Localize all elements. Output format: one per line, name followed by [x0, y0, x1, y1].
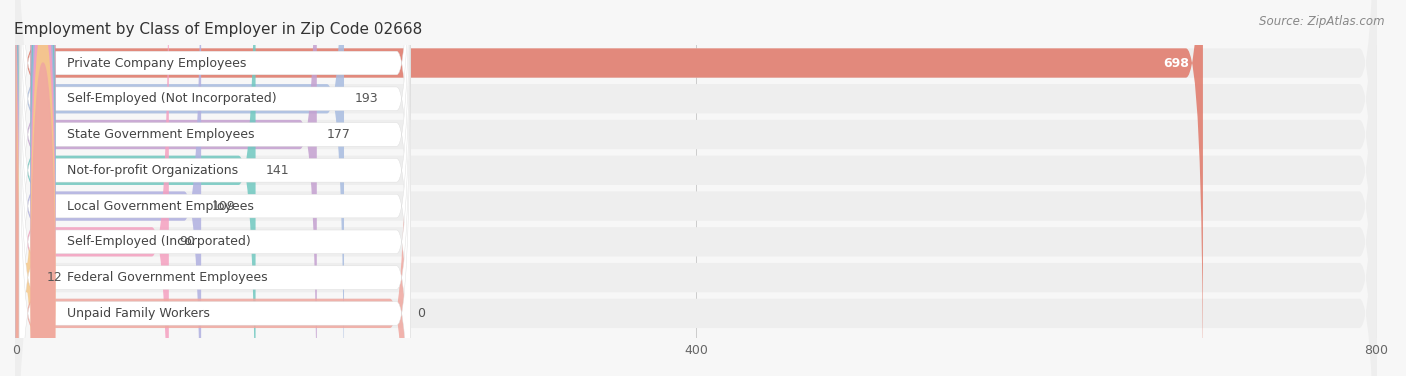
Text: 109: 109	[211, 200, 235, 212]
FancyBboxPatch shape	[15, 0, 1376, 376]
Text: Local Government Employees: Local Government Employees	[67, 200, 253, 212]
FancyBboxPatch shape	[20, 0, 411, 376]
Text: 12: 12	[46, 271, 62, 284]
Text: Self-Employed (Not Incorporated): Self-Employed (Not Incorporated)	[67, 92, 277, 105]
FancyBboxPatch shape	[20, 0, 411, 376]
FancyBboxPatch shape	[15, 0, 1376, 376]
Text: 90: 90	[179, 235, 195, 248]
FancyBboxPatch shape	[20, 0, 411, 337]
Text: 698: 698	[1163, 56, 1189, 70]
FancyBboxPatch shape	[20, 0, 411, 376]
FancyBboxPatch shape	[15, 0, 316, 376]
Text: Not-for-profit Organizations: Not-for-profit Organizations	[67, 164, 238, 177]
FancyBboxPatch shape	[20, 0, 411, 373]
FancyBboxPatch shape	[15, 0, 256, 376]
Circle shape	[31, 63, 55, 376]
FancyBboxPatch shape	[15, 0, 37, 376]
FancyBboxPatch shape	[15, 0, 1204, 376]
FancyBboxPatch shape	[15, 0, 1376, 376]
Text: 193: 193	[354, 92, 378, 105]
Text: State Government Employees: State Government Employees	[67, 128, 254, 141]
FancyBboxPatch shape	[15, 0, 1376, 376]
FancyBboxPatch shape	[20, 3, 411, 376]
FancyBboxPatch shape	[15, 0, 169, 376]
FancyBboxPatch shape	[15, 0, 1376, 376]
Text: Employment by Class of Employer in Zip Code 02668: Employment by Class of Employer in Zip C…	[14, 22, 422, 37]
FancyBboxPatch shape	[15, 0, 344, 376]
Text: 0: 0	[418, 307, 425, 320]
Circle shape	[31, 0, 55, 376]
Circle shape	[31, 0, 55, 313]
FancyBboxPatch shape	[15, 0, 1376, 376]
Circle shape	[31, 27, 55, 376]
Text: 177: 177	[328, 128, 352, 141]
FancyBboxPatch shape	[20, 39, 411, 376]
FancyBboxPatch shape	[15, 0, 1376, 376]
Text: Unpaid Family Workers: Unpaid Family Workers	[67, 307, 209, 320]
Text: Self-Employed (Incorporated): Self-Employed (Incorporated)	[67, 235, 250, 248]
Text: 141: 141	[266, 164, 290, 177]
Circle shape	[31, 0, 55, 349]
Text: Source: ZipAtlas.com: Source: ZipAtlas.com	[1260, 15, 1385, 28]
Circle shape	[31, 0, 55, 376]
FancyBboxPatch shape	[15, 0, 1376, 376]
FancyBboxPatch shape	[15, 0, 201, 376]
Text: Private Company Employees: Private Company Employees	[67, 56, 246, 70]
Text: Federal Government Employees: Federal Government Employees	[67, 271, 267, 284]
Circle shape	[31, 0, 55, 376]
FancyBboxPatch shape	[15, 0, 406, 376]
FancyBboxPatch shape	[20, 0, 411, 376]
Circle shape	[31, 0, 55, 376]
